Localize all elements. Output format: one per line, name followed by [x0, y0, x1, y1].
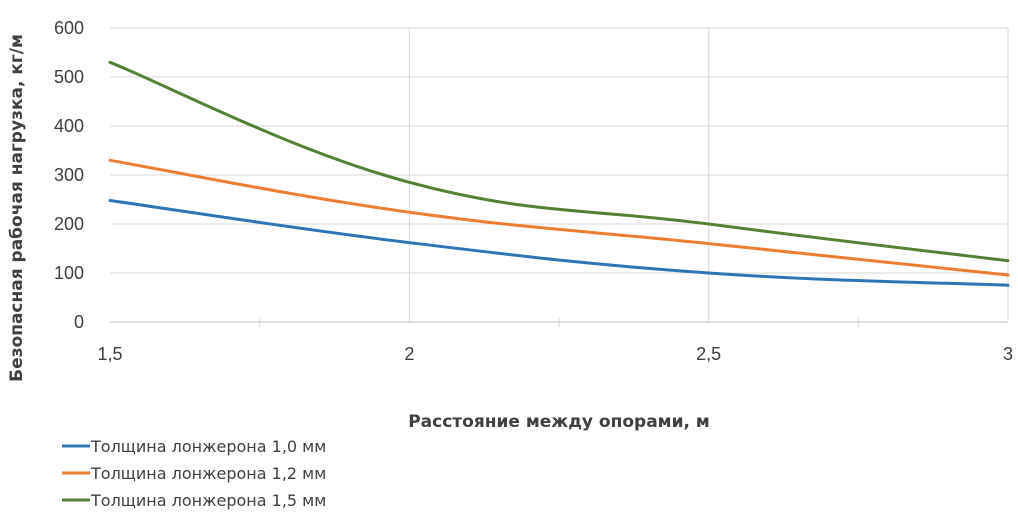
y-tick-label: 500 — [54, 67, 84, 87]
y-tick-label: 600 — [54, 18, 84, 38]
legend-label-1: Толщина лонжерона 1,0 мм — [90, 437, 326, 456]
axes — [110, 317, 1008, 327]
x-tick-label: 1,5 — [97, 344, 122, 364]
series-line-3 — [108, 60, 1010, 263]
legend: Толщина лонжерона 1,0 мм Толщина лонжерон… — [62, 437, 326, 510]
x-tick-label: 2 — [404, 344, 414, 364]
x-axis-title: Расстояние между опорами, м — [408, 412, 710, 432]
y-tick-label: 200 — [54, 214, 84, 234]
grid — [110, 27, 1009, 322]
y-tick-label: 100 — [54, 263, 84, 283]
y-tick-label: 400 — [54, 116, 84, 136]
y-tick-label: 300 — [54, 165, 84, 185]
y-tick-label: 0 — [74, 312, 84, 332]
series-line-2 — [108, 158, 1010, 277]
series-line-1 — [108, 198, 1010, 287]
y-axis-title: Безопасная рабочая нагрузка, кг/м — [7, 34, 27, 382]
series-lines — [108, 60, 1010, 287]
x-tick-label: 3 — [1003, 344, 1013, 364]
legend-label-2: Толщина лонжерона 1,2 мм — [90, 464, 326, 483]
legend-label-3: Толщина лонжерона 1,5 мм — [90, 491, 326, 510]
tick-labels: 0 100 200 300 400 500 600 1,5 2 2,5 3 — [54, 18, 1013, 364]
x-tick-label: 2,5 — [696, 344, 721, 364]
